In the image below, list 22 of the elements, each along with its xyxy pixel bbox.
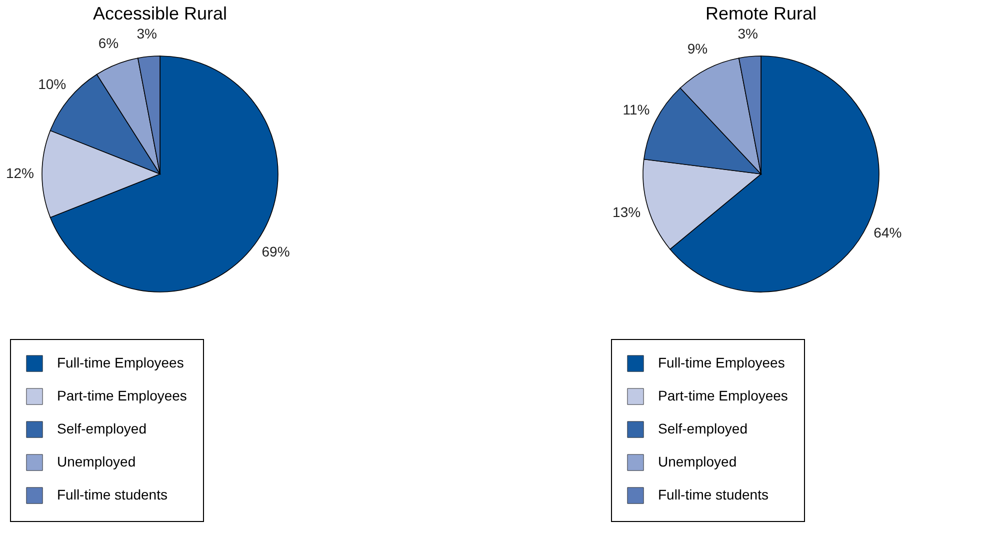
legend-label: Self-employed xyxy=(658,420,748,436)
chart-title: Accessible Rural xyxy=(92,4,228,24)
data-label: 12% xyxy=(6,165,34,181)
data-label: 11% xyxy=(622,101,650,118)
data-label: 3% xyxy=(136,26,157,42)
legend-label: Full-time students xyxy=(57,486,168,502)
legend-label: Unemployed xyxy=(57,454,136,470)
legend-label: Unemployed xyxy=(658,454,737,470)
data-label: 6% xyxy=(98,34,119,51)
legend-label: Self-employed xyxy=(57,420,146,436)
legend-label: Part-time Employees xyxy=(57,388,187,404)
data-label: 3% xyxy=(738,26,758,42)
data-label: 13% xyxy=(612,204,641,220)
data-label: 9% xyxy=(687,40,708,56)
chart-title: Remote Rural xyxy=(705,4,817,24)
legend-label: Part-time Employees xyxy=(658,388,788,404)
data-label: 64% xyxy=(874,224,902,241)
legend-label: Full-time Employees xyxy=(57,354,184,370)
data-label: 10% xyxy=(38,76,66,92)
legend-label: Full-time Employees xyxy=(658,354,785,370)
legend-label: Full-time students xyxy=(658,486,768,502)
data-label: 69% xyxy=(262,244,290,260)
